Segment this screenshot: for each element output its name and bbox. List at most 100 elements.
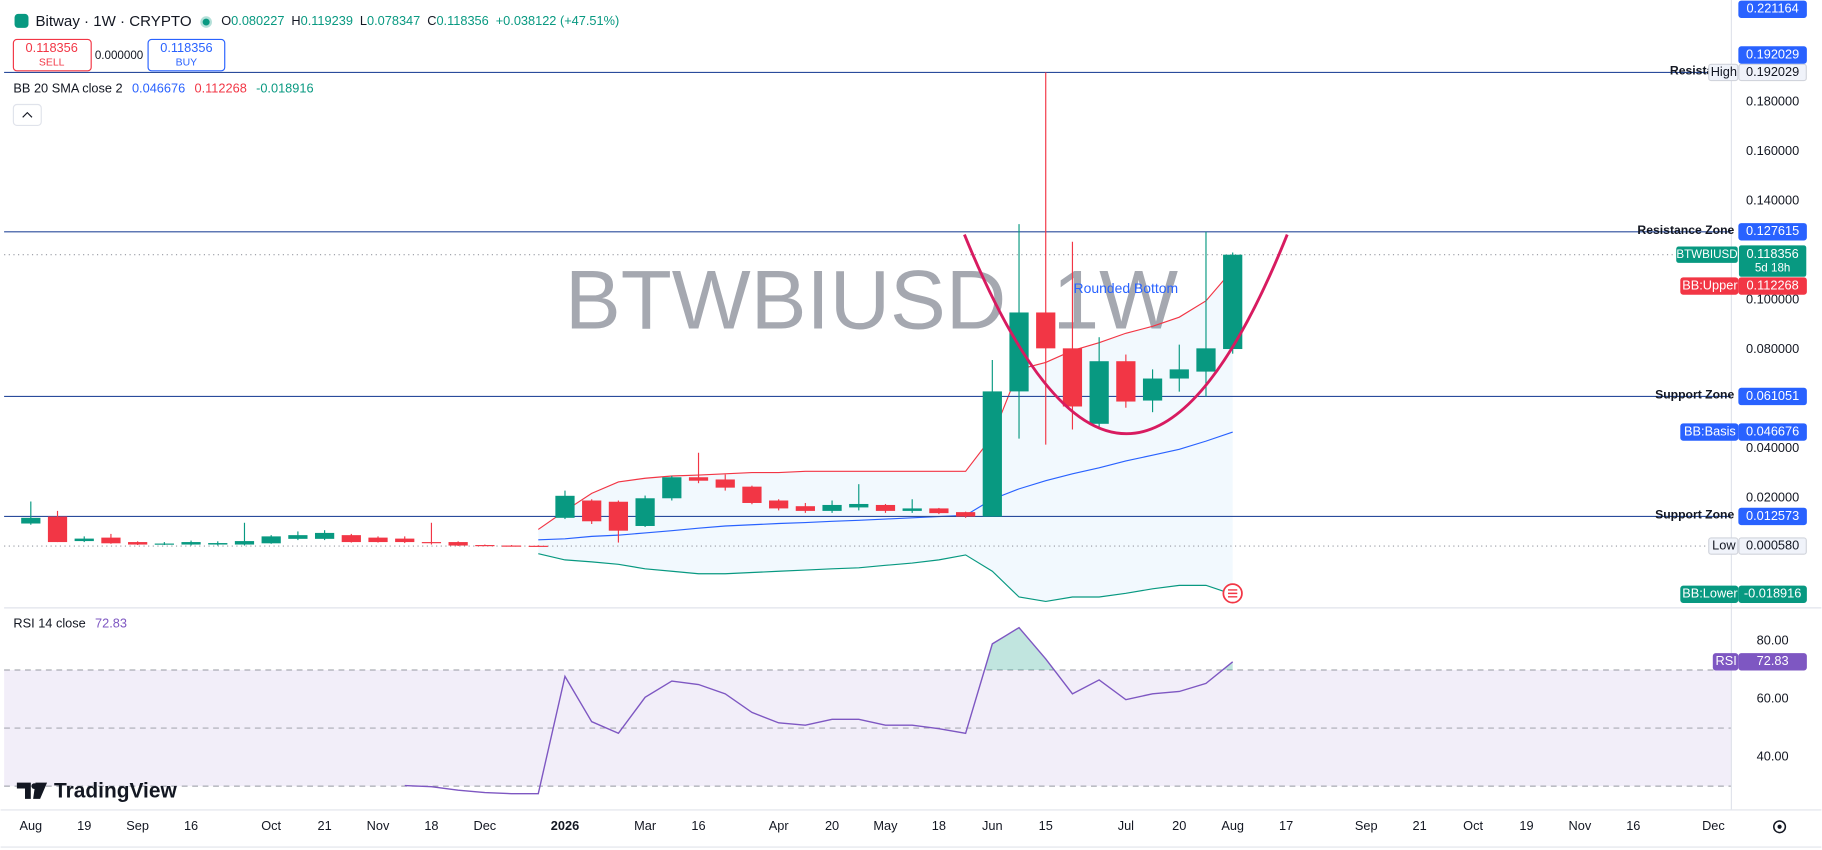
x-tick-label: Nov	[1569, 818, 1592, 833]
x-tick-label: Apr	[769, 818, 790, 833]
bb-line	[538, 431, 1233, 541]
x-tick-label: 2026	[551, 818, 579, 833]
candle-body	[1062, 348, 1083, 407]
status-dot	[202, 18, 210, 26]
x-tick-label: Aug	[19, 818, 42, 833]
candle-body	[74, 538, 94, 542]
candle-body	[128, 542, 148, 545]
level-tag-value: 0.127615	[1746, 223, 1799, 238]
level-name: Support Zone	[1655, 507, 1734, 521]
logo-dot	[31, 783, 38, 790]
bb-legend-value: 0.112268	[195, 81, 247, 96]
candle-body	[21, 517, 41, 524]
collapse-button[interactable]	[12, 103, 42, 126]
candle-body	[1116, 361, 1136, 402]
level-tag-box	[1738, 223, 1807, 241]
candle-body	[475, 545, 495, 547]
symbol-tag-box	[1738, 245, 1807, 277]
level-tag-value: 0.061051	[1746, 388, 1799, 403]
candle-body	[555, 495, 575, 518]
candle-body	[1196, 348, 1216, 372]
candle-body	[795, 506, 815, 511]
ohlc-change: +0.038122 (+47.51%)	[496, 13, 620, 28]
candle-body	[448, 542, 468, 546]
candle-body	[528, 545, 548, 547]
candle-body	[769, 500, 789, 509]
ohlc-value: 0.080227	[231, 13, 284, 28]
x-tick-label: 19	[1519, 818, 1533, 833]
candle-body	[849, 503, 869, 508]
candle-body	[688, 477, 709, 481]
level-tag-box	[1738, 387, 1807, 406]
level-name: Resistance Zone	[1637, 223, 1734, 237]
rsi-legend-value: 72.83	[95, 616, 127, 631]
candle-body	[1009, 312, 1029, 392]
candle-body	[314, 532, 335, 539]
front-layer: Rounded Bottom Bitway · 1W · CRYPTO O0.0…	[12, 13, 1799, 834]
rsi-tick-label: 40.00	[1757, 748, 1789, 763]
x-tick-label: 19	[77, 818, 91, 833]
candle-body	[929, 508, 949, 514]
bb-tag-box	[1738, 277, 1807, 295]
candle-body	[261, 536, 281, 544]
sell-button[interactable]	[12, 38, 92, 72]
settings-icon	[1777, 824, 1782, 829]
logo-mark	[16, 782, 48, 799]
x-tick-label: 15	[1039, 818, 1053, 833]
bb-legend-value: -0.018916	[256, 81, 314, 96]
candle-layer	[21, 72, 1243, 547]
rsi-tag-box	[1738, 653, 1807, 671]
price-tag-box	[1738, 537, 1807, 555]
bb-tag-label: BB:Upper	[1682, 277, 1738, 292]
bb-tag-label-box	[1680, 585, 1739, 604]
rsi-tag-value: 72.83	[1757, 653, 1789, 668]
x-tick-label: Jun	[982, 818, 1003, 833]
candle-body	[635, 498, 655, 526]
x-tick-label: Oct	[261, 818, 281, 833]
x-tick-label: 20	[825, 818, 839, 833]
rsi-legend: RSI 14 close 72.83	[13, 616, 127, 631]
candle-body	[715, 479, 735, 488]
buy-price: 0.118356	[160, 40, 212, 55]
rsi-tick-label: 80.00	[1757, 632, 1789, 647]
price-tag-value: 0.192029	[1746, 64, 1799, 79]
x-tick-label: Sep	[1355, 818, 1378, 833]
price-tag-label-box	[1708, 537, 1739, 555]
rsi-tick-label: 60.00	[1757, 690, 1789, 705]
candle-body	[501, 545, 522, 547]
symbol-legend: Bitway · 1W · CRYPTO	[35, 13, 191, 30]
bb-legend-title: BB 20 SMA close 2	[13, 81, 122, 96]
rsi-tag-label-box	[1712, 653, 1739, 671]
bb-line	[538, 553, 1233, 603]
bb-tag-label: BB:Lower	[1682, 586, 1738, 601]
level-tag-value: 0.192029	[1746, 46, 1799, 61]
bb-line	[537, 269, 1234, 530]
candle-body	[662, 477, 682, 499]
level-tag-box	[1738, 46, 1807, 64]
watermark: BTWBIUSD, 1W	[565, 253, 1178, 347]
buy-button[interactable]	[147, 38, 226, 72]
x-tick-label: Mar	[634, 818, 657, 833]
x-tick-label: 16	[1626, 818, 1640, 833]
ohlc-value: 0.119239	[301, 13, 353, 28]
settings-button[interactable]	[1773, 820, 1787, 834]
collapse-icon	[22, 111, 33, 118]
bb-tag-label: BB:Basis	[1684, 423, 1736, 438]
y-tick-label: 0.100000	[1746, 291, 1799, 306]
candle-body	[875, 504, 896, 511]
symbol-tag-countdown: 5d 18h	[1755, 262, 1791, 275]
x-tick-label: Sep	[126, 818, 149, 833]
candle-body	[1089, 361, 1109, 424]
ohlc-value: 0.118356	[436, 13, 488, 28]
price-tag-value: 0.221164	[1746, 1, 1798, 16]
event-flag-icon	[1228, 589, 1238, 598]
candle-body	[288, 535, 308, 539]
x-tick-label: Oct	[1463, 818, 1483, 833]
price-tag-box	[1738, 0, 1807, 18]
annotation: Rounded Bottom	[1074, 280, 1178, 296]
candle-body	[822, 504, 842, 511]
x-tick-label: Dec	[1702, 818, 1725, 833]
